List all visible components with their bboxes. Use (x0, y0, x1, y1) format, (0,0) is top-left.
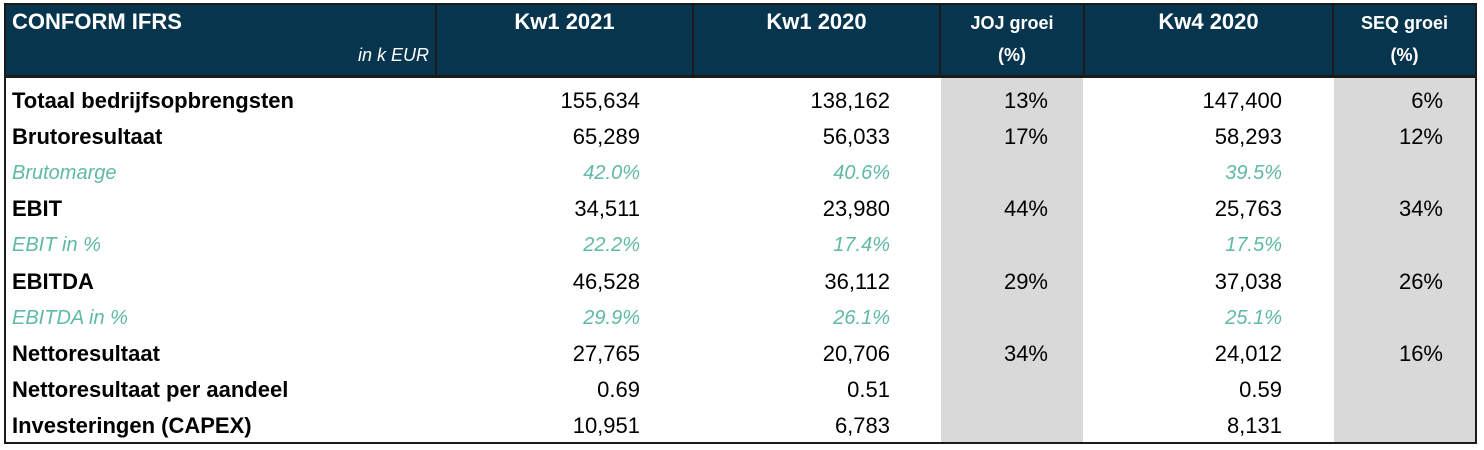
cell-seq: 26% (1398, 268, 1443, 294)
table-row: Investeringen (CAPEX) 10,951 6,783 8,131 (6, 408, 1475, 444)
cell-kw1-2020: 26.1% (833, 306, 890, 329)
cell-kw4-2020: 8,131 (1226, 412, 1282, 438)
table-row: Nettoresultaat per aandeel 0.69 0.51 0.59 (6, 372, 1475, 408)
cell-kw4-2020: 17.5% (1225, 234, 1282, 257)
cell-kw1-2020: 20,706 (822, 340, 890, 366)
header-divider (939, 5, 941, 75)
column-header-kw1-2021: Kw1 2021 (514, 9, 615, 34)
table-row: EBITDA in % 29.9% 26.1% 25.1% (6, 300, 1475, 336)
column-header-seq-growth: SEQ groei (%) (1360, 13, 1449, 65)
column-header-kw1-2020: Kw1 2020 (766, 9, 867, 34)
row-label: EBIT (12, 196, 63, 222)
cell-joj: 29% (1003, 268, 1048, 294)
row-label: Brutoresultaat (12, 124, 163, 150)
cell-kw1-2020: 36,112 (824, 268, 890, 294)
row-label: EBITDA (12, 268, 94, 294)
cell-kw4-2020: 39.5% (1225, 162, 1282, 185)
table-row: Brutomarge 42.0% 40.6% 39.5% (6, 155, 1475, 191)
cell-seq: 12% (1398, 124, 1443, 150)
cell-kw1-2020: 56,033 (822, 124, 890, 150)
cell-kw1-2021: 155,634 (560, 88, 640, 113)
header-divider (692, 5, 694, 75)
table-row: EBITDA 46,528 36,112 29% 37,038 26% (6, 264, 1475, 300)
column-header-joj-growth: JOJ groei (%) (970, 13, 1054, 65)
table-row: EBIT in % 22.2% 17.4% 17.5% (6, 227, 1475, 263)
cell-joj: 17% (1003, 124, 1048, 150)
cell-joj: 34% (1003, 340, 1048, 366)
header-divider (1332, 5, 1334, 75)
table-row: EBIT 34,511 23,980 44% 25,763 34% (6, 191, 1475, 227)
row-label: Nettoresultaat (12, 340, 160, 366)
row-label: Totaal bedrijfsopbrengsten (12, 88, 294, 113)
row-label: EBITDA in % (12, 306, 128, 329)
cell-seq: 6% (1411, 88, 1443, 113)
unit-label: in k EUR (357, 45, 429, 65)
cell-kw4-2020: 58,293 (1214, 124, 1282, 150)
cell-joj: 44% (1003, 196, 1048, 222)
table-row: Totaal bedrijfsopbrengsten 155,634 138,162… (6, 83, 1475, 119)
header-divider (1083, 5, 1085, 75)
cell-kw4-2020: 25,763 (1214, 196, 1282, 222)
table-header: CONFORM IFRS in k EUR Kw1 2021 Kw1 2020 … (6, 5, 1475, 78)
cell-kw1-2021: 22.2% (583, 234, 640, 257)
cell-kw1-2020: 138,162 (810, 88, 890, 113)
cell-kw1-2020: 23,980 (822, 196, 890, 222)
financial-results-table: CONFORM IFRS in k EUR Kw1 2021 Kw1 2020 … (4, 3, 1477, 444)
row-label: Brutomarge (12, 162, 117, 185)
cell-kw4-2020: 0.59 (1239, 376, 1282, 402)
cell-seq: 34% (1398, 196, 1443, 222)
cell-kw1-2021: 42.0% (583, 162, 640, 185)
table-title: CONFORM IFRS (12, 9, 182, 34)
cell-kw4-2020: 25.1% (1225, 306, 1282, 329)
cell-kw4-2020: 37,038 (1214, 268, 1282, 294)
column-header-kw4-2020: Kw4 2020 (1158, 9, 1259, 34)
cell-kw1-2021: 65,289 (572, 124, 640, 150)
header-divider (435, 5, 437, 75)
row-label: Nettoresultaat per aandeel (12, 376, 289, 402)
cell-kw1-2021: 0.69 (597, 376, 640, 402)
cell-kw1-2020: 0.51 (847, 376, 890, 402)
cell-kw1-2021: 46,528 (572, 268, 640, 294)
cell-seq: 16% (1398, 340, 1443, 366)
cell-kw1-2021: 29.9% (583, 306, 640, 329)
cell-kw1-2020: 17.4% (833, 234, 890, 257)
cell-kw1-2020: 6,783 (834, 412, 890, 438)
cell-kw1-2021: 27,765 (572, 340, 640, 366)
cell-kw1-2021: 10,951 (572, 412, 640, 438)
header-title-cell: CONFORM IFRS in k EUR (6, 5, 435, 75)
joj-growth-shading (941, 78, 1083, 442)
cell-kw1-2020: 40.6% (833, 162, 890, 185)
row-label: EBIT in % (12, 234, 101, 257)
table-row: Brutoresultaat 65,289 56,033 17% 58,293 12% (6, 119, 1475, 155)
seq-growth-shading (1334, 78, 1475, 442)
cell-kw4-2020: 24,012 (1214, 340, 1282, 366)
cell-kw1-2021: 34,511 (574, 196, 640, 222)
table-row: Nettoresultaat 27,765 20,706 34% 24,012 16% (6, 336, 1475, 372)
row-label: Investeringen (CAPEX) (12, 412, 252, 438)
cell-joj: 13% (1003, 88, 1048, 113)
cell-kw4-2020: 147,400 (1202, 88, 1282, 113)
